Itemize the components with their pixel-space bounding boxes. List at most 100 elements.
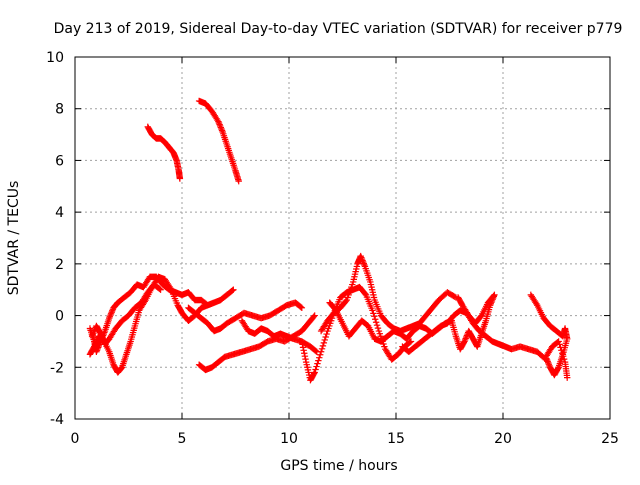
data-point-marker [312,347,320,355]
data-point-marker [462,335,469,342]
data-point-marker [235,177,242,185]
y-tick-label: 8 [55,102,64,118]
data-point-marker [299,344,307,351]
series-arc-2 [195,97,242,185]
data-point-marker [361,261,368,269]
data-point-marker [106,314,113,322]
data-point-marker [545,361,553,368]
data-point-marker [297,303,305,311]
data-point-marker [559,350,566,357]
data-point-marker [214,116,221,124]
data-point-marker [558,347,565,354]
series-arc-5 [88,281,164,348]
y-tick-label: -2 [50,360,64,376]
x-tick-label: 5 [178,431,187,447]
data-point-marker [359,258,367,266]
y-tick-label: 10 [46,50,64,66]
data-point-marker [320,339,328,347]
data-point-marker [407,338,415,345]
data-point-marker [90,328,98,336]
data-point-marker [99,334,106,342]
data-point-marker [560,355,568,363]
data-point-marker [89,331,96,338]
series-arc-1 [144,123,184,182]
data-point-marker [323,330,330,338]
data-point-marker [97,330,104,337]
data-point-marker [311,369,318,376]
data-point-marker [546,364,554,371]
data-point-marker [117,365,125,372]
data-point-marker [316,351,324,358]
data-point-marker [374,324,382,332]
y-tick-label: 0 [55,309,64,325]
data-point-marker [98,333,106,340]
data-point-marker [360,260,367,267]
data-point-marker [322,333,329,341]
data-point-marker [319,342,327,350]
data-point-marker [461,338,468,345]
data-point-marker [359,257,366,264]
data-point-marker [90,330,97,337]
data-point-marker [372,319,380,326]
y-tick-label: 2 [55,257,64,273]
y-axis-label: SDTVAR / TECUs [6,181,22,296]
data-point-marker [361,290,369,297]
data-point-marker [316,354,323,361]
x-tick-label: 20 [494,431,512,447]
x-tick-label: 10 [280,431,298,447]
data-point-marker [298,338,306,345]
data-point-marker [358,255,366,263]
data-point-marker [88,333,96,340]
data-point-marker [311,312,318,319]
data-point-marker [300,347,307,354]
data-point-marker [461,336,469,344]
series-arc-4 [86,273,211,376]
data-point-marker [98,331,105,339]
data-point-marker [313,363,320,370]
data-point-marker [99,336,107,343]
data-point-marker [560,353,567,360]
data-point-marker [371,313,378,320]
data-point-marker [318,345,326,353]
x-tick-label: 0 [71,431,80,447]
data-point-marker [301,350,308,357]
data-point-marker [92,338,100,346]
data-point-marker [369,307,376,314]
data-point-marker [463,333,470,341]
x-tick-label: 25 [601,431,619,447]
data-point-marker [299,341,306,348]
data-point-marker [557,344,564,351]
data-point-marker [230,286,237,293]
data-markers [86,97,571,384]
x-axis-label: GPS time / hours [280,458,397,474]
series-arc-14 [527,291,571,381]
data-point-marker [454,294,462,301]
data-point-marker [107,312,114,319]
data-point-marker [93,337,100,344]
data-point-marker [555,338,562,345]
data-point-marker [107,310,115,317]
data-point-marker [358,254,365,261]
data-point-marker [302,355,309,363]
data-point-marker [92,340,99,347]
data-point-marker [167,285,174,292]
data-point-marker [357,252,364,260]
data-point-marker [451,293,458,300]
axis-ticks: 0 5 10 15 20 25 -4 -2 0 2 4 6 8 10 [46,50,619,447]
series-arc-13 [448,291,498,353]
data-point-marker [546,362,553,370]
data-point-marker [217,122,224,130]
data-point-marker [312,366,319,373]
data-point-marker [91,341,99,349]
data-point-marker [298,304,306,312]
data-point-marker [157,286,164,293]
data-point-marker [556,341,563,348]
series-arc-6 [185,299,306,335]
data-point-marker [310,370,318,377]
data-point-marker [373,321,381,329]
data-point-marker [96,341,103,348]
data-point-marker [215,119,223,127]
series-arc-8 [238,317,321,355]
data-point-marker [217,124,225,131]
